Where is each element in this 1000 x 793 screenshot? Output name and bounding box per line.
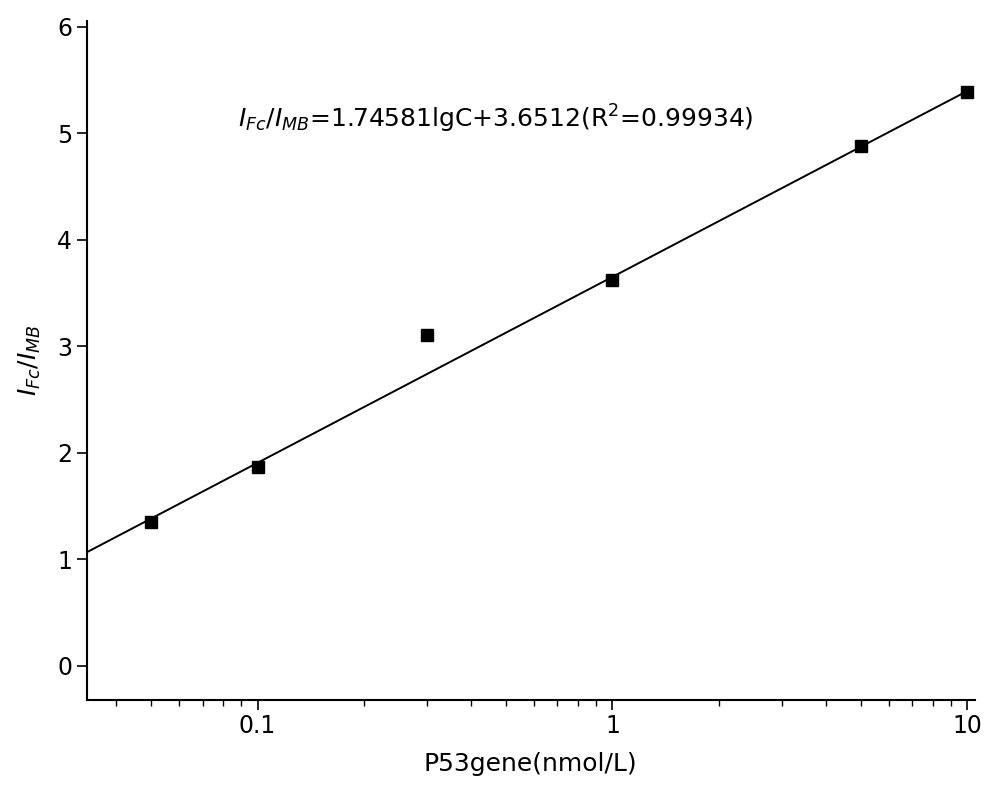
Y-axis label: $I_{Fc}/I_{MB}$: $I_{Fc}/I_{MB}$: [17, 325, 43, 396]
Text: $I_{Fc}/I_{MB}$=1.74581lgC+3.6512(R$^{2}$=0.99934): $I_{Fc}/I_{MB}$=1.74581lgC+3.6512(R$^{2}…: [238, 103, 753, 135]
X-axis label: P53gene(nmol/L): P53gene(nmol/L): [424, 753, 638, 776]
